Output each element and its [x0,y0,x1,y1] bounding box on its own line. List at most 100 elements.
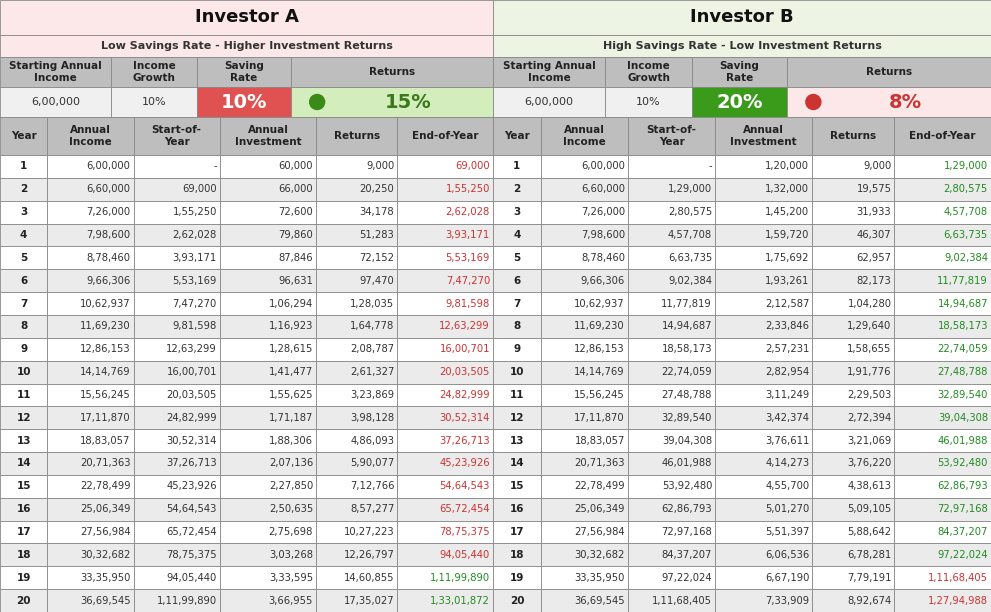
Text: 96,631: 96,631 [278,275,313,286]
Bar [716,338,813,360]
Bar [716,566,813,589]
Text: 36,69,545: 36,69,545 [575,595,625,606]
Bar [813,117,895,155]
Text: 4,38,613: 4,38,613 [847,481,891,491]
Bar [397,178,493,201]
Bar [397,360,493,384]
Text: 2,07,136: 2,07,136 [269,458,313,468]
Text: 6,00,000: 6,00,000 [581,162,625,171]
Bar [716,223,813,247]
Bar [220,269,316,292]
Bar [397,201,493,223]
Bar [813,201,895,223]
Bar [493,315,541,338]
Bar [628,155,716,178]
Text: 46,01,988: 46,01,988 [937,436,988,446]
Text: 60,000: 60,000 [278,162,313,171]
Bar [220,201,316,223]
Text: Saving
Rate: Saving Rate [224,61,264,83]
Text: 20,03,505: 20,03,505 [440,367,490,377]
Bar [220,429,316,452]
Bar [134,223,220,247]
Text: 84,37,207: 84,37,207 [662,550,713,560]
Text: Annual
Income: Annual Income [563,125,606,147]
Text: 12,86,153: 12,86,153 [575,344,625,354]
Bar [0,429,48,452]
Bar [397,452,493,475]
Text: 5,90,077: 5,90,077 [350,458,394,468]
Text: Starting Annual
Income: Starting Annual Income [9,61,102,83]
Bar [628,292,716,315]
Text: 25,06,349: 25,06,349 [80,504,131,514]
Bar [48,201,134,223]
Bar [493,35,991,57]
Text: 14: 14 [16,458,31,468]
Bar [316,247,397,269]
Bar [134,452,220,475]
Bar [48,292,134,315]
Bar [493,521,541,543]
Bar [0,589,48,612]
Text: 3,11,249: 3,11,249 [765,390,810,400]
Bar [493,117,541,155]
Bar [134,498,220,521]
Text: 12,26,797: 12,26,797 [344,550,394,560]
Bar [397,223,493,247]
Bar [813,269,895,292]
Bar [541,201,628,223]
Bar [895,498,991,521]
Bar [813,452,895,475]
Text: 65,72,454: 65,72,454 [439,504,490,514]
Bar [0,178,48,201]
Bar [316,223,397,247]
Bar [895,155,991,178]
Bar [220,117,316,155]
Text: 22,78,499: 22,78,499 [575,481,625,491]
Text: 30,52,314: 30,52,314 [166,436,217,446]
Text: 72,600: 72,600 [278,207,313,217]
Text: 97,22,024: 97,22,024 [937,550,988,560]
Text: 32,89,540: 32,89,540 [937,390,988,400]
Bar [628,566,716,589]
Text: 17: 17 [509,527,524,537]
Text: 5: 5 [20,253,28,263]
Text: 39,04,308: 39,04,308 [937,412,988,423]
Text: 7,98,600: 7,98,600 [86,230,131,240]
Bar [493,292,541,315]
Bar [48,338,134,360]
Bar [397,117,493,155]
Bar [895,269,991,292]
Text: 9,02,384: 9,02,384 [944,253,988,263]
Bar [541,406,628,429]
Text: 2,80,575: 2,80,575 [668,207,713,217]
Bar [0,292,48,315]
Text: 12,63,299: 12,63,299 [439,321,490,331]
Text: 8,57,277: 8,57,277 [350,504,394,514]
Bar [493,338,541,360]
Text: 36,69,545: 36,69,545 [80,595,131,606]
Bar [813,406,895,429]
Bar [134,360,220,384]
Text: 34,178: 34,178 [360,207,394,217]
Bar [0,406,48,429]
Bar [220,315,316,338]
Text: 19,575: 19,575 [856,184,891,194]
Bar [134,269,220,292]
Text: 6,00,000: 6,00,000 [31,97,80,107]
Bar [134,384,220,406]
Bar [316,201,397,223]
Text: 1,71,187: 1,71,187 [269,412,313,423]
Text: 8,78,460: 8,78,460 [581,253,625,263]
Bar [716,247,813,269]
Text: 1,11,99,890: 1,11,99,890 [157,595,217,606]
Text: 1,29,000: 1,29,000 [943,162,988,171]
Bar [895,589,991,612]
Text: 10%: 10% [142,97,166,107]
Text: 15,56,245: 15,56,245 [80,390,131,400]
Text: 20,250: 20,250 [360,184,394,194]
Text: 1,55,250: 1,55,250 [446,184,490,194]
Text: 2,72,394: 2,72,394 [847,412,891,423]
Text: 12: 12 [17,412,31,423]
Text: Year: Year [504,131,530,141]
Text: 9: 9 [513,344,520,354]
